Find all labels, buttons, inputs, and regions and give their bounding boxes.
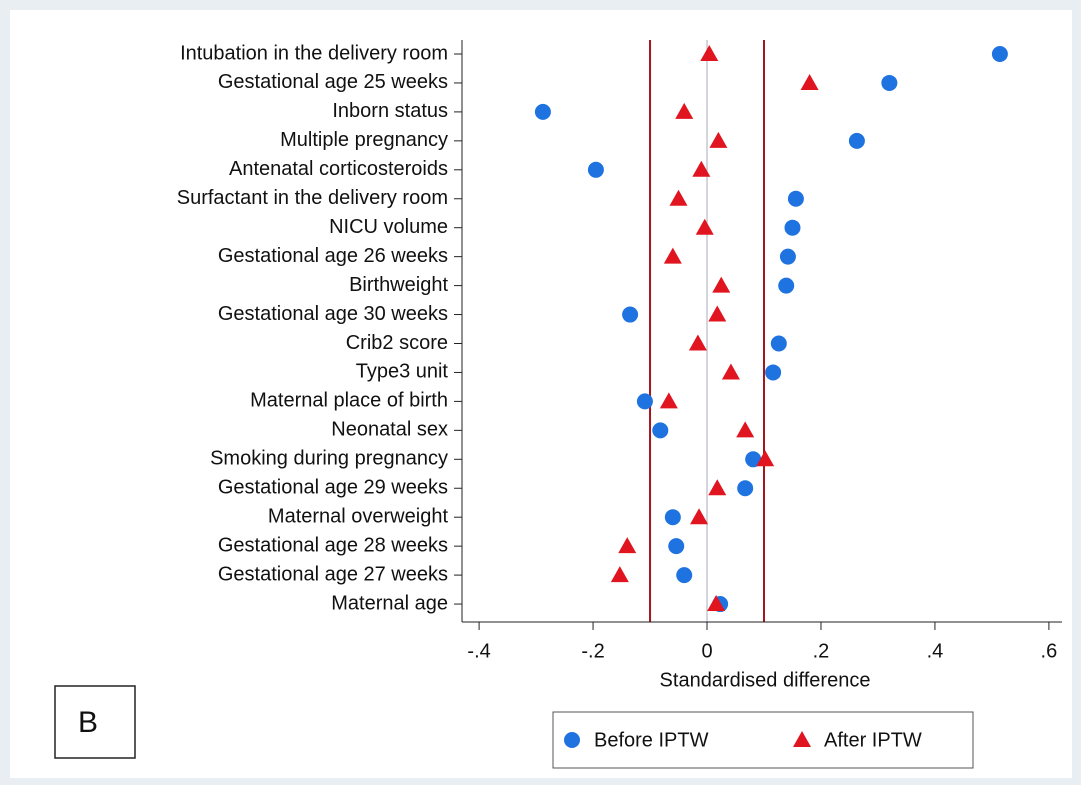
point: [669, 189, 688, 206]
y-tick-label: Gestational age 26 weeks: [218, 245, 448, 267]
point: [787, 190, 804, 207]
graph-region: [10, 10, 1072, 778]
point: [675, 102, 694, 119]
point: [534, 103, 551, 120]
point: [709, 131, 728, 148]
panel-box: [54, 685, 136, 759]
legend-label: After IPTW: [824, 729, 922, 751]
point: [610, 566, 629, 583]
legend-marker: [564, 732, 580, 748]
point: [692, 160, 711, 177]
y-tick-label: Multiple pregnancy: [280, 129, 448, 151]
y-tick-label: Birthweight: [349, 274, 448, 296]
point: [690, 508, 709, 525]
legend-marker: [793, 731, 811, 747]
x-tick-label: 0: [701, 640, 712, 662]
y-tick-label: Surfactant in the delivery room: [177, 187, 448, 209]
point: [737, 480, 754, 497]
point: [587, 161, 604, 178]
y-tick-label: Maternal age: [331, 592, 448, 614]
y-tick-label: Intubation in the delivery room: [180, 42, 448, 64]
legend-label: Before IPTW: [594, 729, 709, 751]
point: [663, 247, 682, 264]
point: [659, 392, 678, 409]
point: [708, 479, 727, 496]
point: [778, 277, 795, 294]
y-tick-label: Inborn status: [332, 100, 448, 122]
x-tick-label: .2: [813, 640, 830, 662]
point: [652, 422, 669, 439]
x-tick-label: -.2: [581, 640, 604, 662]
y-tick-label: Gestational age 25 weeks: [218, 71, 448, 93]
point: [848, 132, 865, 149]
point: [707, 595, 726, 612]
y-tick-label: Gestational age 27 weeks: [218, 563, 448, 585]
y-tick-label: Gestational age 30 weeks: [218, 303, 448, 325]
point: [664, 509, 681, 526]
point: [800, 73, 819, 90]
point: [695, 218, 714, 235]
y-tick-label: Crib2 score: [346, 332, 448, 354]
y-tick-label: Maternal overweight: [268, 505, 449, 527]
point: [668, 538, 685, 555]
y-tick-label: Type3 unit: [356, 361, 449, 383]
point: [708, 305, 727, 322]
point: [770, 335, 787, 352]
panel-label: B: [78, 706, 98, 739]
y-tick-label: Smoking during pregnancy: [210, 448, 448, 470]
y-tick-label: Gestational age 29 weeks: [218, 477, 448, 499]
point: [765, 364, 782, 381]
point: [991, 46, 1008, 62]
point: [881, 74, 898, 91]
legend: [552, 711, 974, 769]
y-tick-label: Gestational age 28 weeks: [218, 534, 448, 556]
point: [779, 248, 796, 265]
x-tick-label: .6: [1041, 640, 1058, 662]
point: [700, 45, 719, 61]
point: [784, 219, 801, 236]
point: [676, 567, 693, 584]
point: [756, 450, 775, 467]
y-tick-label: Neonatal sex: [331, 419, 448, 441]
point: [721, 363, 740, 380]
y-tick-label: Antenatal corticosteroids: [229, 158, 448, 180]
point: [636, 393, 653, 410]
point: [736, 421, 755, 438]
y-tick-label: Maternal place of birth: [250, 390, 448, 412]
point: [688, 334, 707, 351]
point: [622, 306, 639, 323]
point: [618, 537, 637, 554]
x-tick-label: -.4: [467, 640, 490, 662]
y-tick-label: NICU volume: [329, 216, 448, 238]
x-tick-label: .4: [927, 640, 944, 662]
point: [712, 276, 731, 293]
point: [745, 451, 762, 468]
x-axis-title: Standardised difference: [660, 669, 871, 691]
